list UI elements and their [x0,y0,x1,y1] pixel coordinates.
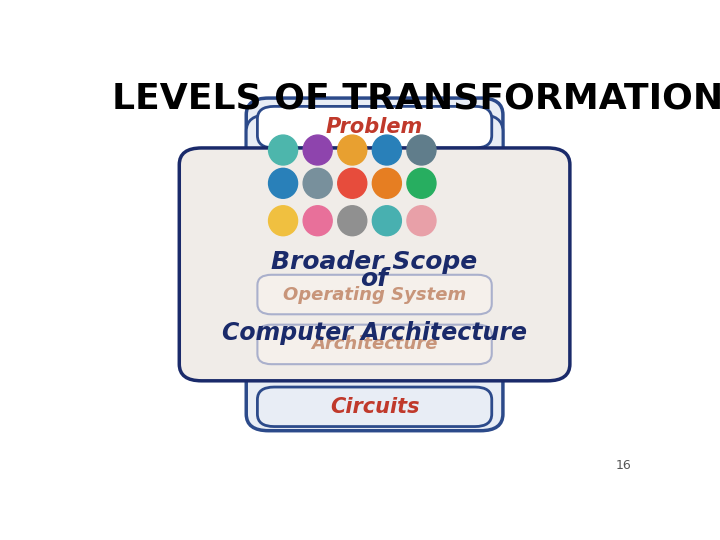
FancyBboxPatch shape [258,325,492,364]
Text: Circuits: Circuits [330,397,419,417]
Ellipse shape [303,168,332,198]
Ellipse shape [269,206,297,235]
Ellipse shape [372,206,401,235]
FancyBboxPatch shape [179,148,570,381]
Ellipse shape [372,135,401,165]
FancyBboxPatch shape [246,114,503,268]
Text: Problem: Problem [326,117,423,137]
Text: Computer Architecture: Computer Architecture [222,321,527,345]
Ellipse shape [407,168,436,198]
Text: of: of [361,267,389,291]
Text: 16: 16 [616,460,631,472]
Ellipse shape [338,168,366,198]
FancyBboxPatch shape [258,106,492,148]
Ellipse shape [269,135,297,165]
Ellipse shape [269,168,297,198]
Ellipse shape [303,206,332,235]
Ellipse shape [338,206,366,235]
FancyBboxPatch shape [246,98,503,431]
Ellipse shape [407,135,436,165]
Ellipse shape [338,135,366,165]
Text: Operating System: Operating System [283,286,467,303]
Text: LEVELS OF TRANSFORMATION: LEVELS OF TRANSFORMATION [112,82,720,116]
Text: Architecture: Architecture [311,335,438,353]
Text: Broader Scope: Broader Scope [271,251,477,274]
Ellipse shape [407,206,436,235]
FancyBboxPatch shape [258,275,492,314]
FancyBboxPatch shape [258,387,492,427]
Ellipse shape [303,135,332,165]
Ellipse shape [372,168,401,198]
